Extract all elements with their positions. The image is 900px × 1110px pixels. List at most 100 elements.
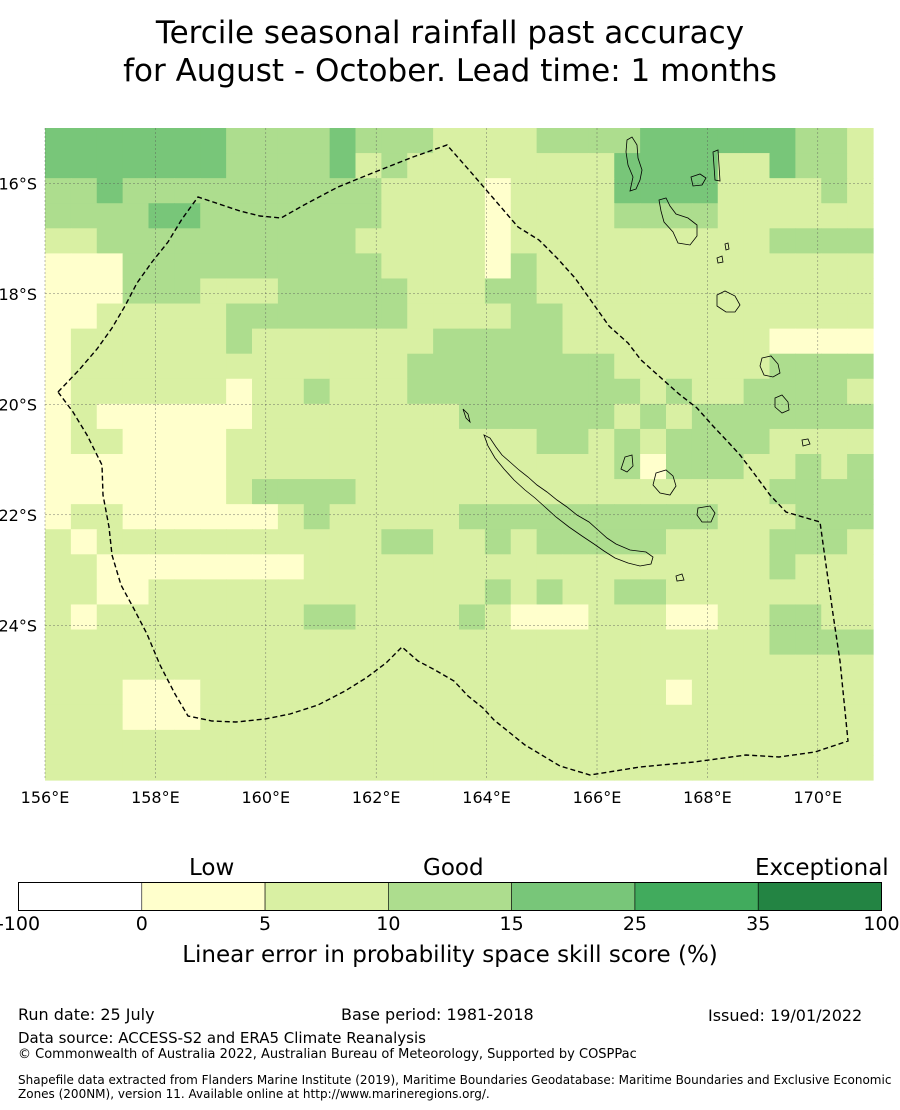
grid-cell <box>562 654 589 681</box>
grid-cell <box>148 504 175 530</box>
small-islands <box>462 242 730 424</box>
grid-cell <box>510 504 538 530</box>
grid-cell <box>407 729 434 756</box>
grid-cell <box>562 629 589 656</box>
grid-cell <box>562 178 589 204</box>
grid-cell <box>122 754 150 781</box>
grid-cell <box>562 403 589 430</box>
grid-cell <box>717 278 745 305</box>
grid-cell <box>562 228 589 254</box>
grid-cell <box>148 253 175 280</box>
grid-cell <box>355 378 382 405</box>
grid-cell <box>717 579 745 606</box>
grid-cell <box>717 554 745 580</box>
grid-cell <box>536 654 564 681</box>
grid-cell <box>329 529 357 555</box>
grid-cell <box>407 428 434 455</box>
grid-cell <box>433 554 460 580</box>
grid-cell <box>96 128 124 154</box>
grid-cell <box>459 529 486 555</box>
grid-cell <box>329 729 357 756</box>
grid-cell <box>510 378 538 405</box>
grid-cell <box>148 729 175 756</box>
grid-cell <box>847 303 874 330</box>
grid-cell <box>847 378 874 405</box>
grid-cell <box>691 203 719 229</box>
grid-cell <box>717 729 745 756</box>
grid-cell <box>45 228 72 254</box>
grid-cell <box>433 579 460 606</box>
grid-cell <box>769 303 796 330</box>
grid-cell <box>226 303 253 330</box>
grid-cell <box>45 654 72 681</box>
grid-cell <box>277 604 305 631</box>
lon-tick-label: 158°E <box>131 788 180 807</box>
grid-cell <box>70 403 98 430</box>
grid-cell <box>769 754 796 781</box>
grid-cell <box>484 754 512 781</box>
grid-cell <box>484 579 512 606</box>
grid-cell <box>407 153 434 179</box>
grid-cell <box>666 303 693 330</box>
grid-cell <box>148 178 175 204</box>
grid-cell <box>484 178 512 204</box>
grid-cell <box>252 328 279 355</box>
grid-cell <box>666 454 693 480</box>
grid-cell <box>510 128 538 154</box>
grid-cell <box>484 378 512 405</box>
grid-cell <box>200 604 227 631</box>
grid-cell <box>588 754 615 781</box>
grid-cell <box>640 428 667 455</box>
grid-cell <box>821 729 848 756</box>
grid-cell <box>433 253 460 280</box>
grid-cell <box>484 128 512 154</box>
grid-cell <box>45 454 72 480</box>
grid-cell <box>45 178 72 204</box>
grid-cell <box>562 529 589 555</box>
grid-cell <box>70 504 98 530</box>
grid-cell <box>821 228 848 254</box>
grid-cell <box>70 203 98 229</box>
grid-cell <box>743 128 771 154</box>
grid-cell <box>640 754 667 781</box>
grid-cell <box>614 604 641 631</box>
grid-cell <box>303 679 331 706</box>
colorbar-tick-label: 5 <box>259 913 272 935</box>
grid-cell <box>821 479 848 505</box>
grid-cell <box>226 679 253 706</box>
grid-cell <box>45 253 72 280</box>
colorbar-title: Linear error in probability space skill … <box>182 942 718 968</box>
grid-cell <box>226 428 253 455</box>
grid-cell <box>743 428 771 455</box>
lat-tick-label: 24°S <box>0 616 37 635</box>
grid-cell <box>329 128 357 154</box>
grid-cell <box>122 704 150 731</box>
grid-cell <box>821 328 848 355</box>
grid-cell <box>666 253 693 280</box>
grid-cell <box>433 203 460 229</box>
grid-cell <box>70 629 98 656</box>
grid-cell <box>588 629 615 656</box>
grid-cell <box>743 529 771 555</box>
grid-cell <box>122 454 150 480</box>
grid-cell <box>433 228 460 254</box>
grid-cell <box>96 203 124 229</box>
grid-cell <box>277 278 305 305</box>
grid-cell <box>122 428 150 455</box>
grid-cell <box>329 704 357 731</box>
grid-cell <box>381 504 408 530</box>
grid-cell <box>122 729 150 756</box>
grid-cell <box>381 253 408 280</box>
grid-cell <box>200 704 227 731</box>
grid-cell <box>148 629 175 656</box>
grid-cell <box>174 454 201 480</box>
grid-cell <box>381 654 408 681</box>
grid-cell <box>96 704 124 731</box>
grid-cell <box>252 479 279 505</box>
grid-cell <box>536 529 564 555</box>
grid-cell <box>303 428 331 455</box>
grid-cell <box>459 554 486 580</box>
grid-cell <box>277 403 305 430</box>
grid-cell <box>847 328 874 355</box>
grid-cell <box>381 729 408 756</box>
